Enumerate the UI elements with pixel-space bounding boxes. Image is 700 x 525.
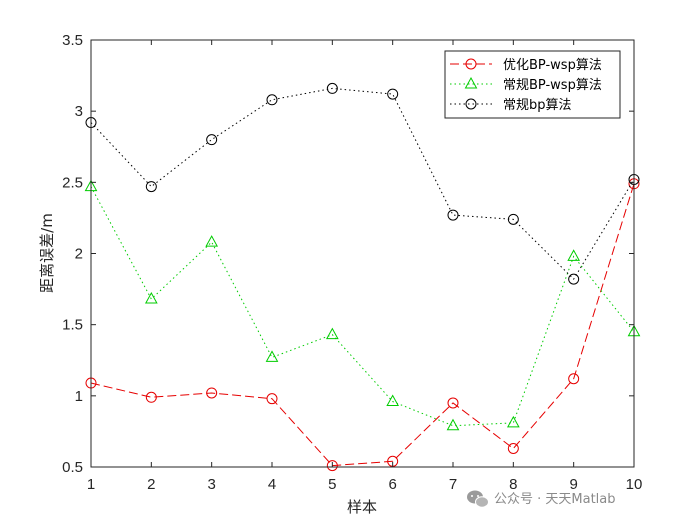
series-1-point (447, 397, 459, 409)
x-tick-label: 1 (87, 476, 95, 493)
series-2-point (506, 415, 520, 428)
series-3-line (90, 87, 635, 280)
x-axis-ticks: 1 2 3 4 5 6 7 8 9 10 (87, 40, 643, 493)
legend-marker (465, 98, 477, 110)
legend-label: 优化BP-wsp算法 (503, 58, 602, 73)
series-2-point (144, 292, 158, 304)
series-3-point (447, 209, 459, 221)
series-2-point (265, 350, 279, 362)
series-1-line (90, 183, 635, 467)
watermark-text: 公众号 · 天天Matlab (494, 492, 616, 507)
series-2-point (325, 327, 339, 340)
x-tick-label: 7 (449, 476, 457, 493)
series-1-point (507, 442, 519, 454)
y-tick-label: 3.5 (62, 32, 83, 49)
series-3-point (206, 134, 218, 146)
legend-label: 常规bp算法 (503, 98, 572, 113)
x-tick-label: 3 (207, 476, 215, 493)
series-1-point (568, 373, 580, 385)
y-tick-label: 0.5 (62, 459, 83, 476)
y-axis-label: 距离误差/m (38, 213, 56, 293)
y-tick-label: 3 (75, 103, 83, 120)
x-tick-label: 9 (569, 476, 577, 493)
series-1-point (145, 391, 157, 403)
series-3-point (507, 213, 519, 225)
legend-label: 常规BP-wsp算法 (503, 78, 602, 93)
plot-marks (84, 82, 641, 472)
wechat-icon (467, 490, 489, 508)
x-tick-label: 4 (268, 476, 276, 493)
x-tick-label: 5 (328, 476, 336, 493)
series-2-point (205, 235, 219, 247)
series-3-point (326, 82, 338, 94)
y-tick-label: 2.5 (62, 174, 83, 191)
x-tick-label: 8 (509, 476, 517, 493)
series-1-point (266, 393, 278, 405)
series-1-point (326, 460, 338, 472)
x-tick-label: 10 (626, 476, 643, 493)
y-tick-label: 1.5 (62, 317, 83, 334)
x-tick-label: 2 (147, 476, 155, 493)
y-tick-label: 2 (75, 246, 83, 263)
series-3-point (266, 94, 278, 106)
x-axis-label: 样本 (347, 498, 377, 516)
series-1-point (206, 387, 218, 399)
series-3-point (568, 273, 580, 285)
series-2-point (567, 249, 581, 261)
legend-marker (465, 58, 477, 70)
series-3-point (387, 88, 399, 100)
series-2-point (386, 394, 400, 407)
legend-marker (464, 76, 478, 89)
y-tick-label: 1 (75, 388, 83, 405)
x-tick-label: 6 (388, 476, 396, 493)
watermark: 公众号 · 天天Matlab (467, 490, 616, 508)
series-2-line (90, 186, 635, 427)
y-axis-ticks: 0.5 1 1.5 2 2.5 3 3.5 (62, 32, 634, 476)
series-2-point (446, 418, 460, 431)
series-3-point (145, 181, 157, 193)
